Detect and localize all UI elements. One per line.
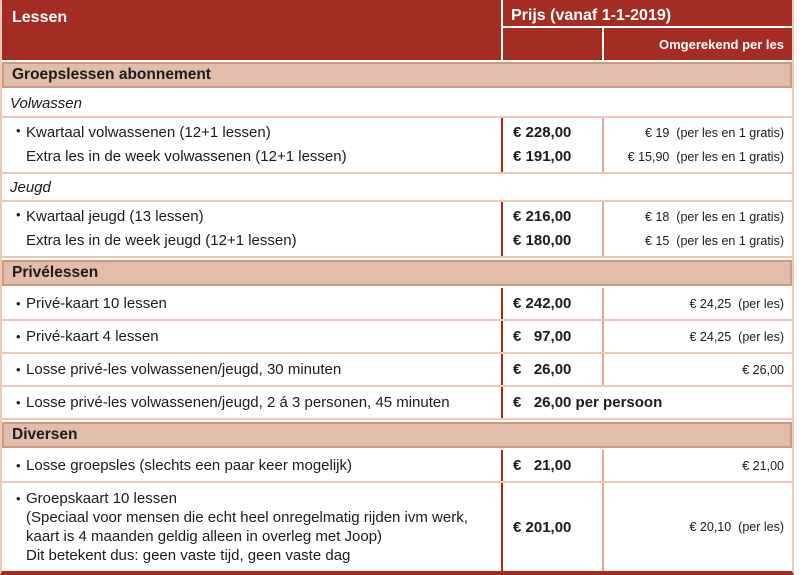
lesson-label: Extra les in de week volwassenen (12+1 l…: [26, 148, 347, 165]
price-cell: € 216,00 € 180,00: [503, 202, 604, 256]
per-les-cell: € 24,25 (per les): [689, 329, 785, 344]
section-header-diversen: Diversen: [2, 422, 792, 448]
section-header-groepslessen: Groepslessen abonnement: [2, 62, 792, 88]
lesson-description: Dit betekent dus: geen vaste tijd, geen …: [26, 547, 351, 564]
table-row: Kwartaal jeugd (13 lessen) Extra les in …: [2, 202, 792, 258]
price-cell: € 228,00 € 191,00: [503, 118, 604, 172]
lesson-label: Kwartaal volwassenen (12+1 lessen): [26, 124, 271, 141]
table-row: Losse privé-les volwassenen/jeugd, 2 á 3…: [2, 387, 792, 420]
table-row: Kwartaal volwassenen (12+1 lessen) Extra…: [2, 118, 792, 174]
lesson-description: (Speciaal voor mensen die echt heel onre…: [26, 509, 468, 545]
price-cell: € 26,00: [503, 354, 604, 385]
per-les-cell: € 21,00: [742, 458, 784, 473]
lesson-cell: Groepskaart 10 lessen (Speciaal voor men…: [2, 483, 503, 571]
column-header-subrow: Omgerekend per les: [503, 28, 792, 60]
per-les-cell: € 18 (per les en 1 gratis) € 15 (per les…: [604, 202, 792, 256]
per-les-cell: € 19 (per les en 1 gratis) € 15,90 (per …: [604, 118, 792, 172]
table-row: Losse privé-les volwassenen/jeugd, 30 mi…: [2, 354, 792, 387]
per-les-cell: € 24,25 (per les): [689, 296, 785, 311]
section-header-privelessen: Privélessen: [2, 260, 792, 286]
column-header-omgerekend: Omgerekend per les: [659, 36, 784, 52]
bullet-icon: [2, 456, 26, 475]
table-row: Groepskaart 10 lessen (Speciaal voor men…: [2, 483, 792, 571]
subsection-jeugd: Jeugd: [2, 174, 792, 202]
lesson-label: Losse groepsles (slechts een paar keer m…: [26, 457, 352, 474]
column-header-lessen: Lessen: [2, 0, 503, 60]
price-cell: € 97,00: [503, 321, 604, 352]
price-cell: € 242,00: [503, 288, 604, 319]
lesson-cell: Losse privé-les volwassenen/jeugd, 2 á 3…: [2, 387, 503, 418]
per-les-value: € 15 (per les en 1 gratis): [645, 234, 784, 248]
per-les-value: € 15,90 (per les en 1 gratis): [627, 150, 784, 164]
table-header: Lessen Prijs (vanaf 1-1-2019) Omgerekend…: [2, 0, 792, 60]
bullet-icon: [2, 489, 26, 565]
lesson-labels: Kwartaal jeugd (13 lessen) Extra les in …: [26, 205, 495, 253]
price-value: € 228,00: [513, 124, 572, 141]
table-row: Privé-kaart 10 lessen € 242,00 € 24,25 (…: [2, 288, 792, 321]
lesson-cell: Privé-kaart 4 lessen: [2, 321, 503, 352]
bullet-icon: [2, 121, 26, 169]
per-les-value: € 18 (per les en 1 gratis): [645, 210, 784, 224]
price-cell: € 21,00: [503, 450, 604, 481]
lesson-label: Groepskaart 10 lessen: [26, 490, 177, 507]
price-value: € 191,00: [513, 148, 572, 165]
lesson-cell: Privé-kaart 10 lessen: [2, 288, 503, 319]
subsection-volwassen: Volwassen: [2, 90, 792, 118]
lesson-cell: Kwartaal volwassenen (12+1 lessen) Extra…: [2, 118, 503, 172]
table-row: Losse groepsles (slechts een paar keer m…: [2, 450, 792, 483]
per-les-value: € 19 (per les en 1 gratis): [645, 126, 784, 140]
lesson-label: Losse privé-les volwassenen/jeugd, 30 mi…: [26, 361, 342, 378]
lesson-cell: Losse groepsles (slechts een paar keer m…: [2, 450, 503, 481]
lesson-label: Privé-kaart 4 lessen: [26, 328, 159, 345]
lesson-label: Extra les in de week jeugd (12+1 lessen): [26, 232, 297, 249]
price-cell-spanned: € 26,00 per persoon: [513, 394, 663, 411]
price-cell: € 201,00: [503, 483, 604, 571]
lesson-cell: Kwartaal jeugd (13 lessen) Extra les in …: [2, 202, 503, 256]
column-header-price-empty: [503, 28, 604, 60]
column-header-prijs: Prijs (vanaf 1-1-2019): [503, 0, 792, 28]
per-les-cell: € 26,00: [742, 362, 784, 377]
price-value: € 216,00: [513, 208, 572, 225]
lesson-cell: Losse privé-les volwassenen/jeugd, 30 mi…: [2, 354, 503, 385]
lesson-label: Kwartaal jeugd (13 lessen): [26, 208, 204, 225]
bullet-icon: [2, 327, 26, 346]
lesson-label: Privé-kaart 10 lessen: [26, 295, 167, 312]
bullet-icon: [2, 393, 26, 412]
lesson-label: Losse privé-les volwassenen/jeugd, 2 á 3…: [26, 394, 450, 411]
bullet-icon: [2, 205, 26, 253]
price-value: € 180,00: [513, 232, 572, 249]
table-row: Privé-kaart 4 lessen € 97,00 € 24,25 (pe…: [2, 321, 792, 354]
lesson-labels: Groepskaart 10 lessen (Speciaal voor men…: [26, 489, 495, 565]
bullet-icon: [2, 360, 26, 379]
per-les-cell: € 20,10 (per les): [689, 520, 785, 534]
column-header-price-group: Prijs (vanaf 1-1-2019) Omgerekend per le…: [503, 0, 792, 60]
bullet-icon: [2, 294, 26, 313]
lesson-labels: Kwartaal volwassenen (12+1 lessen) Extra…: [26, 121, 495, 169]
